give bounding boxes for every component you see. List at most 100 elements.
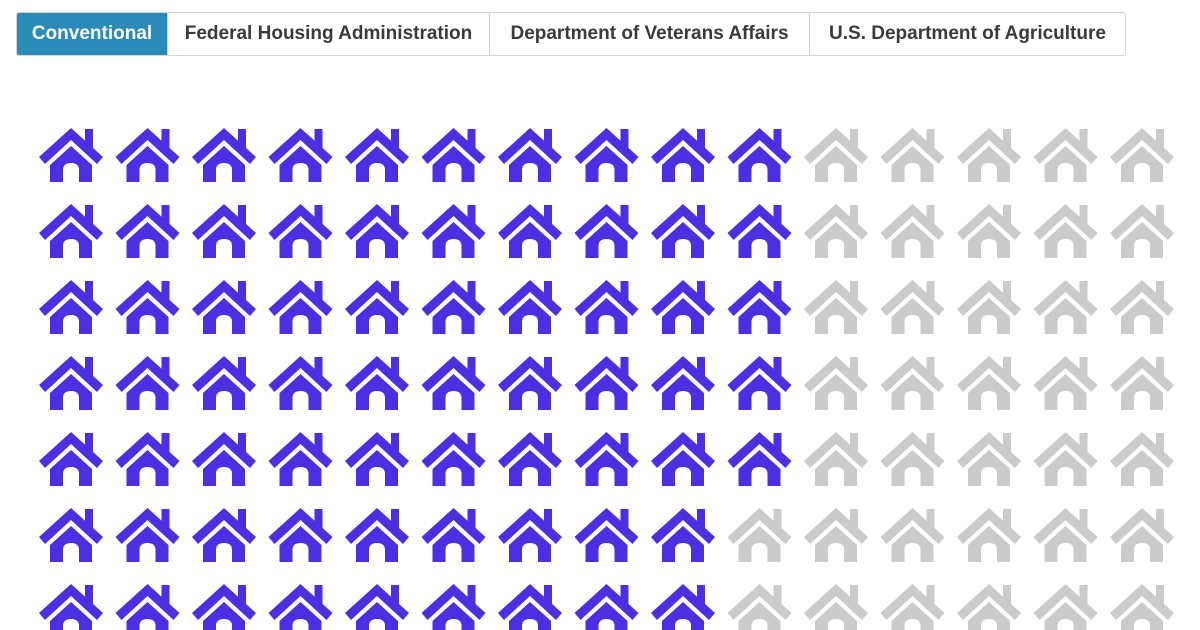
house-icon (727, 128, 792, 182)
house-icon (421, 584, 486, 630)
house-icon (957, 432, 1021, 486)
house-icon (421, 128, 486, 182)
house-icon (498, 280, 562, 334)
house-icon (957, 584, 1021, 630)
house-icon (498, 356, 562, 410)
house-icon (192, 508, 256, 562)
house-icon (804, 584, 868, 630)
house-icon (192, 128, 256, 182)
house-icon (804, 508, 868, 562)
house-icon (804, 204, 868, 258)
house-icon (727, 280, 792, 334)
house-icon (345, 508, 409, 562)
house-icon (880, 432, 945, 486)
house-icon (115, 356, 180, 410)
house-icon (268, 280, 333, 334)
house-icon (1110, 432, 1174, 486)
house-icon (345, 204, 409, 258)
house-icon (1033, 204, 1098, 258)
house-icon (957, 128, 1021, 182)
tab-department-of-veterans-affairs[interactable]: Department of Veterans Affairs (489, 13, 809, 55)
house-icon (880, 280, 945, 334)
house-icon (957, 280, 1021, 334)
house-icon (727, 584, 792, 630)
house-icon (1033, 508, 1098, 562)
house-icon (1110, 356, 1174, 410)
house-icon (421, 508, 486, 562)
house-icon (574, 584, 639, 630)
tab-us-department-of-agriculture[interactable]: U.S. Department of Agriculture (809, 13, 1125, 55)
house-icon (727, 432, 792, 486)
house-icon (268, 356, 333, 410)
house-icon (651, 432, 715, 486)
house-icon (1033, 356, 1098, 410)
house-icon (345, 128, 409, 182)
house-icon (39, 128, 103, 182)
house-icon (651, 584, 715, 630)
house-icon (498, 508, 562, 562)
house-icon (1110, 280, 1174, 334)
house-icon (727, 204, 792, 258)
house-icon (1033, 280, 1098, 334)
house-icon (574, 356, 639, 410)
tab-federal-housing-administration[interactable]: Federal Housing Administration (167, 13, 489, 55)
house-icon (880, 204, 945, 258)
house-icon (498, 432, 562, 486)
house-icon (651, 128, 715, 182)
house-icon (39, 280, 103, 334)
house-icon (268, 584, 333, 630)
house-icon (880, 508, 945, 562)
house-icon (115, 432, 180, 486)
house-icon (345, 280, 409, 334)
house-icon (498, 128, 562, 182)
house-icon (115, 280, 180, 334)
house-icon (192, 204, 256, 258)
house-icon (574, 508, 639, 562)
house-icon (957, 508, 1021, 562)
house-icon (345, 584, 409, 630)
house-icon (574, 432, 639, 486)
house-icon (345, 432, 409, 486)
house-icon (115, 128, 180, 182)
house-icon (1033, 584, 1098, 630)
house-icon (574, 280, 639, 334)
house-icon (1033, 128, 1098, 182)
house-icon (39, 508, 103, 562)
house-icon (268, 204, 333, 258)
house-icon (115, 584, 180, 630)
house-icon (268, 508, 333, 562)
house-icon (115, 204, 180, 258)
house-icon (957, 204, 1021, 258)
house-icon (1110, 508, 1174, 562)
house-icon (39, 204, 103, 258)
house-icon (421, 356, 486, 410)
house-icon (651, 280, 715, 334)
loan-type-tabs: Conventional Federal Housing Administrat… (16, 12, 1126, 56)
house-icon (39, 432, 103, 486)
house-icon (421, 280, 486, 334)
house-icon (1033, 432, 1098, 486)
house-icon (651, 204, 715, 258)
house-icon (39, 584, 103, 630)
house-icon (727, 508, 792, 562)
house-icon (804, 432, 868, 486)
house-icon (498, 204, 562, 258)
house-icon (574, 204, 639, 258)
house-icon (574, 128, 639, 182)
house-icon (880, 356, 945, 410)
tab-conventional[interactable]: Conventional (17, 13, 167, 55)
house-icon (345, 356, 409, 410)
house-icon (1110, 584, 1174, 630)
house-icon (880, 584, 945, 630)
house-icon (651, 508, 715, 562)
house-icon (192, 584, 256, 630)
house-icon (421, 204, 486, 258)
house-icon (804, 280, 868, 334)
house-icon (268, 432, 333, 486)
house-icon (804, 128, 868, 182)
house-icon (957, 356, 1021, 410)
house-icon (421, 432, 486, 486)
house-icon (727, 356, 792, 410)
house-icon (804, 356, 868, 410)
